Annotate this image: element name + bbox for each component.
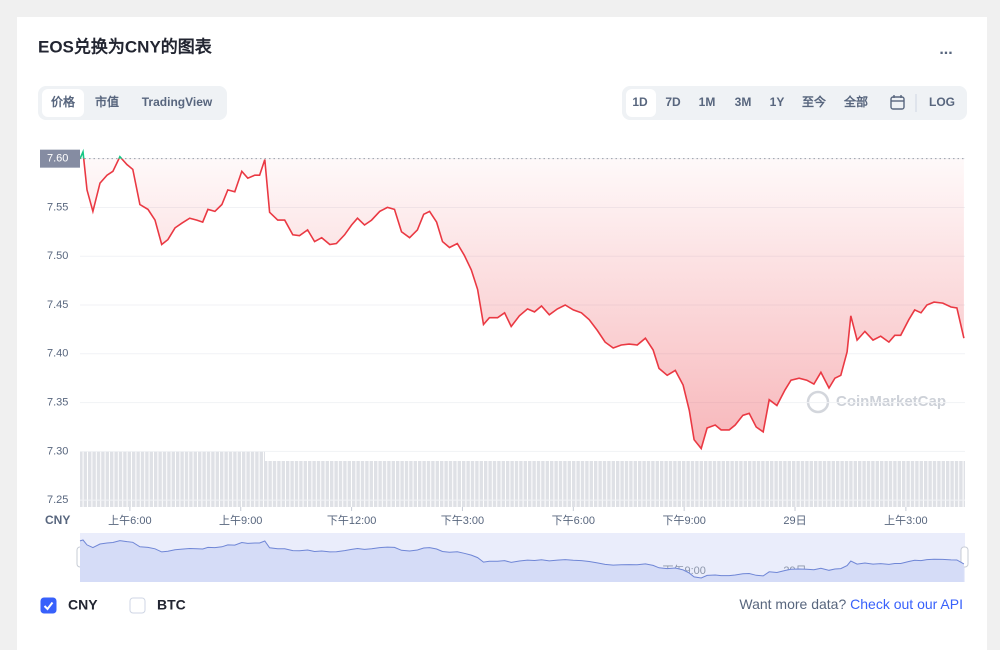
watermark: CoinMarketCap [806,390,946,414]
range[interactable]: 1D [632,95,648,109]
title: EOS兑换为CNY的图表 [38,36,213,56]
menu[interactable]: ... [939,41,952,58]
legend-label: BTC [157,597,186,613]
volume-band [80,451,265,507]
x-tick-label: 上午9:00 [219,514,262,527]
x-tick-label: 下午9:00 [662,514,705,527]
range[interactable]: 全部 [843,94,868,109]
checkbox[interactable] [129,597,146,614]
range[interactable]: 3M [735,95,752,109]
footer: Want more data? Check out our API [739,596,963,612]
checkmark [43,601,54,611]
range[interactable]: 至今 [802,94,827,109]
x-tick-label: 上午3:00 [884,514,927,527]
navigator-handle[interactable] [960,546,969,568]
calendar-icon[interactable] [890,95,905,110]
y-tick-label: 7.35 [47,397,68,409]
x-tick-label: 29日 [783,515,806,527]
x-tick-label: 下午6:00 [552,514,595,527]
y-tick-label: 7.45 [47,299,68,311]
y-tick-label: 7.50 [47,250,68,262]
range[interactable]: 1Y [770,95,785,109]
x-tick-label: 下午12:00 [327,514,377,527]
y-tick-label: 7.55 [47,201,68,213]
baseline-label-box [40,149,80,168]
y-tick-label: 7.40 [47,348,68,360]
api-link[interactable]: Check out our API [850,596,963,612]
tab-bar [38,86,227,120]
range-active [626,89,656,117]
checkbox[interactable] [40,597,57,614]
legend-label: CNY [68,597,98,613]
range[interactable]: 7D [665,95,681,109]
range-bar [622,86,967,120]
footer-question: Want more data? [739,596,846,612]
tab[interactable]: TradingView [142,95,213,109]
tab-active [42,89,84,117]
y-tick-label: 7.30 [47,445,68,457]
navigator-line [79,539,965,579]
range[interactable]: 1M [699,95,716,109]
y-tick-label: 7.25 [47,494,68,506]
watermark-text: CoinMarketCap [836,393,946,410]
price-line [80,158,965,451]
y-tick-label: 7.60 [47,153,68,165]
tab[interactable]: 市值 [95,94,119,109]
price-area [80,151,964,449]
volume-band [265,461,965,507]
x-tick-label: 上午6:00 [108,514,151,527]
tab[interactable]: 价格 [51,94,76,109]
log-button[interactable]: LOG [929,95,955,109]
unit-label: CNY [45,513,70,527]
x-tick-label: 下午3:00 [441,514,484,527]
